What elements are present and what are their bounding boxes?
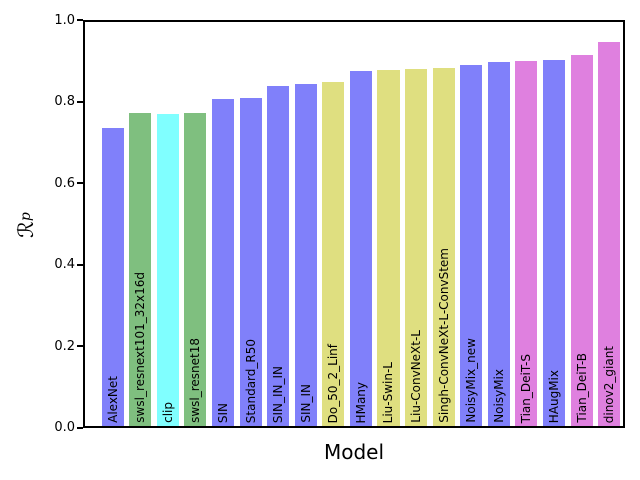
bar: SIN_IN <box>294 83 317 426</box>
y-tick-label: 0.8 <box>54 94 75 109</box>
y-tick-mark <box>77 426 83 429</box>
bar-category-label: SIN <box>215 402 230 423</box>
y-tick-label: 1.0 <box>54 12 75 28</box>
y-tick-mark <box>77 263 83 266</box>
bar-category-label: SIN_IN <box>298 384 313 423</box>
bar-category-label: NoisyMix_new <box>464 338 479 423</box>
bar-category-label: SIN_IN_IN <box>271 365 286 423</box>
bar-category-label: Tian_DeiT-S <box>519 353 534 423</box>
bar-category-label: Singh-ConvNeXt-L-ConvStem <box>436 248 451 423</box>
bar: Liu-ConvNeXt-L <box>405 69 428 426</box>
bar-category-label: swsl_resnext101_32x16d <box>133 272 148 423</box>
y-tick-label: 0.4 <box>54 257 75 272</box>
bar-category-label: Liu-Swin-L <box>381 361 396 423</box>
bar: dinov2_giant <box>598 41 621 426</box>
bar: HMany <box>349 71 372 426</box>
bar: swsl_resnet18 <box>184 112 207 426</box>
bar-category-label: Do_50_2_Linf <box>326 343 341 423</box>
bar: Liu-Swin-L <box>377 70 400 426</box>
y-tick-label: 0.6 <box>54 175 75 191</box>
bar-category-label: HAugMix <box>547 369 562 423</box>
y-tick-mark <box>77 100 83 103</box>
bar-category-label: HMany <box>353 381 368 423</box>
bar-category-label: Liu-ConvNeXt-L <box>409 330 424 423</box>
bar: Singh-ConvNeXt-L-ConvStem <box>432 67 455 426</box>
bar-category-label: clip <box>160 402 175 423</box>
bar: Standard_R50 <box>239 97 262 426</box>
bar-category-label: Standard_R50 <box>243 338 258 423</box>
bar-category-label: swsl_resnet18 <box>188 338 203 423</box>
x-axis-label: Model <box>323 440 385 464</box>
bar: SIN_IN_IN <box>267 86 290 426</box>
bar: swsl_resnext101_32x16d <box>129 113 152 426</box>
bar: NoisyMix <box>487 62 510 426</box>
y-tick-mark <box>77 182 83 184</box>
bar: Tian_DeiT-S <box>515 61 538 426</box>
bar: Tian_DeiT-B <box>570 55 593 426</box>
bar-category-label: AlexNet <box>105 376 120 423</box>
bar: AlexNet <box>101 128 124 426</box>
bar-category-label: dinov2_giant <box>602 345 617 423</box>
bar: SIN <box>211 99 234 426</box>
y-axis-label-symbol: ℛ <box>14 221 38 238</box>
bar-category-label: Tian_DeiT-B <box>574 353 589 423</box>
bar: Do_50_2_Linf <box>322 82 345 426</box>
y-tick-mark <box>77 345 83 347</box>
bar-category-label: NoisyMix <box>491 369 506 423</box>
bar: NoisyMix_new <box>460 64 483 426</box>
y-tick-mark <box>77 19 83 21</box>
bar: HAugMix <box>542 59 566 426</box>
bar: clip <box>156 113 179 426</box>
y-tick-label: 0.0 <box>54 420 75 435</box>
y-tick-label: 0.2 <box>54 338 75 354</box>
